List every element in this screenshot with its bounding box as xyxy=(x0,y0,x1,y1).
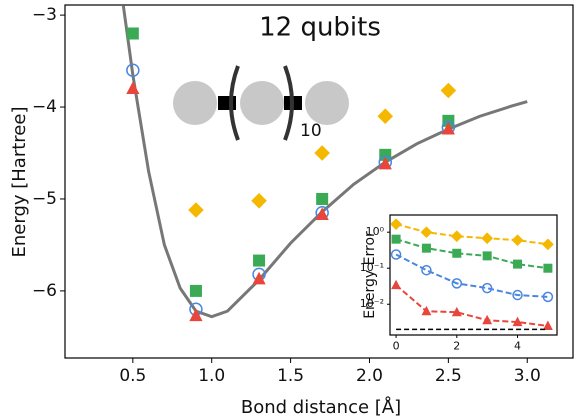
marker xyxy=(513,259,523,269)
subscript: 10 xyxy=(300,121,322,141)
marker xyxy=(126,63,140,78)
marker xyxy=(481,282,493,294)
x-axis-label: Bond distance [Å] xyxy=(241,396,401,418)
x-tick-label: 4 xyxy=(514,339,521,352)
marker xyxy=(421,305,432,316)
y-tick-label: 10⁻¹ xyxy=(360,261,384,274)
marker xyxy=(189,308,203,322)
x-tick-label: 1.5 xyxy=(277,366,304,386)
y-tick-label: 10⁻² xyxy=(360,297,384,310)
plot-area xyxy=(121,5,528,322)
marker xyxy=(451,306,462,317)
marker xyxy=(511,234,524,247)
marker xyxy=(377,108,394,125)
y-tick-label: −4 xyxy=(32,97,57,117)
marker xyxy=(189,284,202,297)
x-tick-label: 3.0 xyxy=(514,366,541,386)
x-tick-label: 2.0 xyxy=(356,366,383,386)
marker xyxy=(450,230,463,243)
x-tick-label: 0.5 xyxy=(119,366,146,386)
marker xyxy=(391,279,402,290)
x-tick-label: 0 xyxy=(393,339,400,352)
connector xyxy=(395,238,549,270)
y-axis-label: Energy [Hartree] xyxy=(9,107,30,258)
marker xyxy=(542,291,554,303)
marker xyxy=(188,202,204,218)
y-tick-label: 10⁰ xyxy=(366,225,385,238)
marker xyxy=(452,248,462,258)
marker xyxy=(421,264,432,276)
x-tick-label: 2 xyxy=(453,339,460,352)
marker xyxy=(512,316,523,327)
marker xyxy=(253,254,266,267)
molecule-diagram xyxy=(173,65,349,141)
connector xyxy=(395,253,548,298)
marker xyxy=(451,278,463,289)
marker xyxy=(543,263,553,273)
marker xyxy=(314,145,330,161)
x-tick-label: 2.5 xyxy=(435,366,462,386)
y-tick-label: −6 xyxy=(32,281,57,301)
y-tick-label: −5 xyxy=(32,189,57,209)
annotation: 12 qubits xyxy=(259,13,381,43)
marker xyxy=(378,156,392,170)
plot-area xyxy=(390,218,554,331)
x-tick-label: 1.0 xyxy=(198,366,225,386)
marker xyxy=(512,289,523,301)
marker xyxy=(390,218,402,231)
marker xyxy=(251,193,267,209)
marker xyxy=(126,81,140,95)
marker xyxy=(390,249,402,260)
marker xyxy=(126,27,139,40)
marker xyxy=(482,314,493,325)
marker xyxy=(391,234,401,244)
marker xyxy=(542,238,554,251)
marker xyxy=(315,207,329,220)
connector xyxy=(395,284,549,327)
plot-frame xyxy=(389,214,558,336)
marker xyxy=(542,320,553,330)
y-tick-label: −3 xyxy=(32,5,57,25)
marker xyxy=(440,82,457,99)
marker xyxy=(252,271,266,285)
marker xyxy=(420,226,433,239)
marker xyxy=(316,192,329,205)
marker xyxy=(441,121,455,135)
marker xyxy=(482,251,492,261)
marker xyxy=(481,232,494,245)
inset-y-axis-label: Energy Error xyxy=(362,231,378,319)
marker xyxy=(421,243,431,253)
